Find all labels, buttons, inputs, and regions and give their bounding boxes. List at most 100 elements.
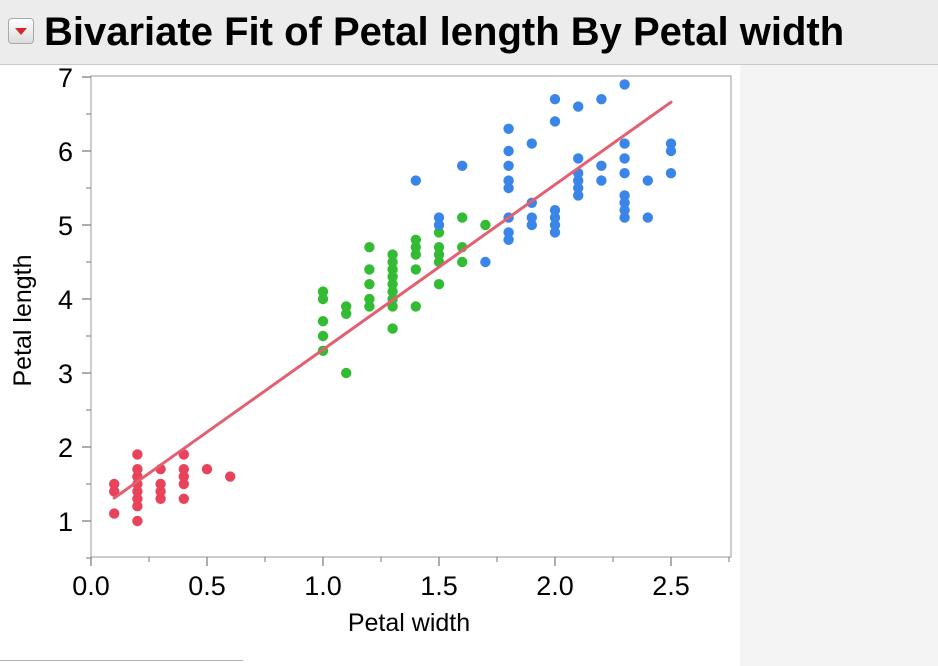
data-point bbox=[596, 160, 607, 171]
y-axis-title: Petal length bbox=[9, 254, 37, 386]
data-point bbox=[619, 153, 630, 164]
data-point bbox=[364, 264, 375, 275]
data-point bbox=[132, 501, 143, 512]
data-point bbox=[619, 197, 630, 208]
data-point bbox=[526, 138, 537, 149]
data-point bbox=[619, 212, 630, 223]
y-tick-label: 1 bbox=[58, 507, 73, 537]
data-point bbox=[573, 175, 584, 186]
data-point bbox=[433, 227, 445, 238]
data-point bbox=[364, 242, 375, 253]
x-tick-label: 0.5 bbox=[188, 571, 226, 601]
data-point bbox=[364, 293, 375, 305]
data-point bbox=[387, 256, 398, 268]
data-point bbox=[109, 508, 120, 519]
data-point bbox=[410, 234, 421, 245]
data-point bbox=[433, 219, 445, 231]
data-point bbox=[364, 279, 375, 290]
x-tick-label: 1.5 bbox=[420, 571, 458, 601]
data-point bbox=[410, 249, 421, 260]
data-point bbox=[573, 101, 584, 112]
data-point bbox=[341, 301, 352, 312]
data-point bbox=[503, 182, 514, 194]
report-header: Bivariate Fit of Petal length By Petal w… bbox=[0, 0, 938, 65]
side-panel bbox=[740, 65, 938, 666]
data-point bbox=[619, 190, 630, 201]
data-point bbox=[503, 234, 514, 245]
data-point bbox=[317, 316, 329, 327]
data-point bbox=[132, 493, 143, 504]
data-point bbox=[619, 168, 630, 179]
x-tick-label: 2.0 bbox=[536, 571, 574, 601]
data-point bbox=[433, 279, 445, 290]
data-point bbox=[596, 175, 607, 186]
y-tick-label: 7 bbox=[58, 64, 73, 93]
data-point bbox=[619, 205, 630, 216]
data-point bbox=[503, 145, 514, 157]
data-point bbox=[178, 464, 189, 475]
data-point bbox=[132, 449, 143, 460]
data-point bbox=[642, 212, 653, 223]
data-point bbox=[387, 323, 398, 334]
data-point bbox=[410, 264, 421, 275]
data-point bbox=[317, 286, 329, 297]
data-point bbox=[387, 286, 398, 297]
data-point bbox=[642, 175, 653, 186]
red-triangle-icon bbox=[15, 28, 27, 35]
data-point bbox=[387, 279, 398, 290]
data-point bbox=[503, 175, 514, 186]
data-point bbox=[132, 464, 143, 475]
data-point bbox=[109, 478, 120, 490]
data-point bbox=[457, 212, 468, 223]
data-point bbox=[526, 219, 537, 231]
data-point bbox=[549, 116, 561, 127]
data-point bbox=[341, 367, 352, 379]
y-tick-label: 3 bbox=[58, 359, 73, 389]
data-point bbox=[178, 471, 189, 482]
data-point bbox=[317, 330, 329, 342]
data-point bbox=[573, 153, 584, 164]
divider bbox=[0, 660, 243, 661]
data-point bbox=[549, 205, 561, 216]
y-tick-label: 2 bbox=[58, 433, 73, 463]
data-point bbox=[178, 478, 189, 490]
data-point bbox=[480, 219, 491, 231]
data-point bbox=[619, 79, 630, 90]
y-tick-label: 5 bbox=[58, 211, 73, 241]
data-point bbox=[549, 219, 561, 231]
data-point bbox=[387, 249, 398, 260]
y-tick-label: 4 bbox=[58, 285, 73, 315]
data-point bbox=[457, 160, 468, 171]
data-point bbox=[132, 515, 143, 527]
data-point bbox=[410, 301, 421, 312]
data-point bbox=[178, 493, 189, 504]
data-point bbox=[665, 138, 677, 149]
data-point bbox=[503, 227, 514, 238]
data-point bbox=[410, 242, 421, 253]
data-point bbox=[317, 293, 329, 305]
data-point bbox=[665, 168, 677, 179]
data-point bbox=[503, 123, 514, 134]
data-point bbox=[433, 212, 445, 223]
data-point bbox=[596, 94, 607, 105]
data-point bbox=[155, 478, 166, 490]
data-point bbox=[573, 182, 584, 194]
scatter-chart: 1 2 3 4 5 6 7 0.0 0.5 1.0 1.5 2.0 2.5 Petal width Pet… bbox=[9, 64, 732, 637]
data-point bbox=[201, 464, 213, 475]
data-point bbox=[480, 256, 491, 268]
data-point bbox=[573, 190, 584, 201]
data-point bbox=[665, 145, 677, 157]
data-point bbox=[387, 301, 398, 312]
data-point bbox=[433, 249, 445, 260]
report-title: Bivariate Fit of Petal length By Petal w… bbox=[44, 10, 845, 54]
red-triangle-menu-button[interactable] bbox=[8, 18, 34, 44]
y-tick-label: 6 bbox=[58, 137, 73, 167]
data-point bbox=[410, 175, 421, 186]
data-point bbox=[457, 256, 468, 268]
data-point bbox=[619, 138, 630, 149]
data-point bbox=[549, 212, 561, 223]
data-point bbox=[503, 160, 514, 171]
data-point bbox=[387, 264, 398, 275]
data-point bbox=[526, 212, 537, 223]
x-tick-label: 1.0 bbox=[304, 571, 342, 601]
